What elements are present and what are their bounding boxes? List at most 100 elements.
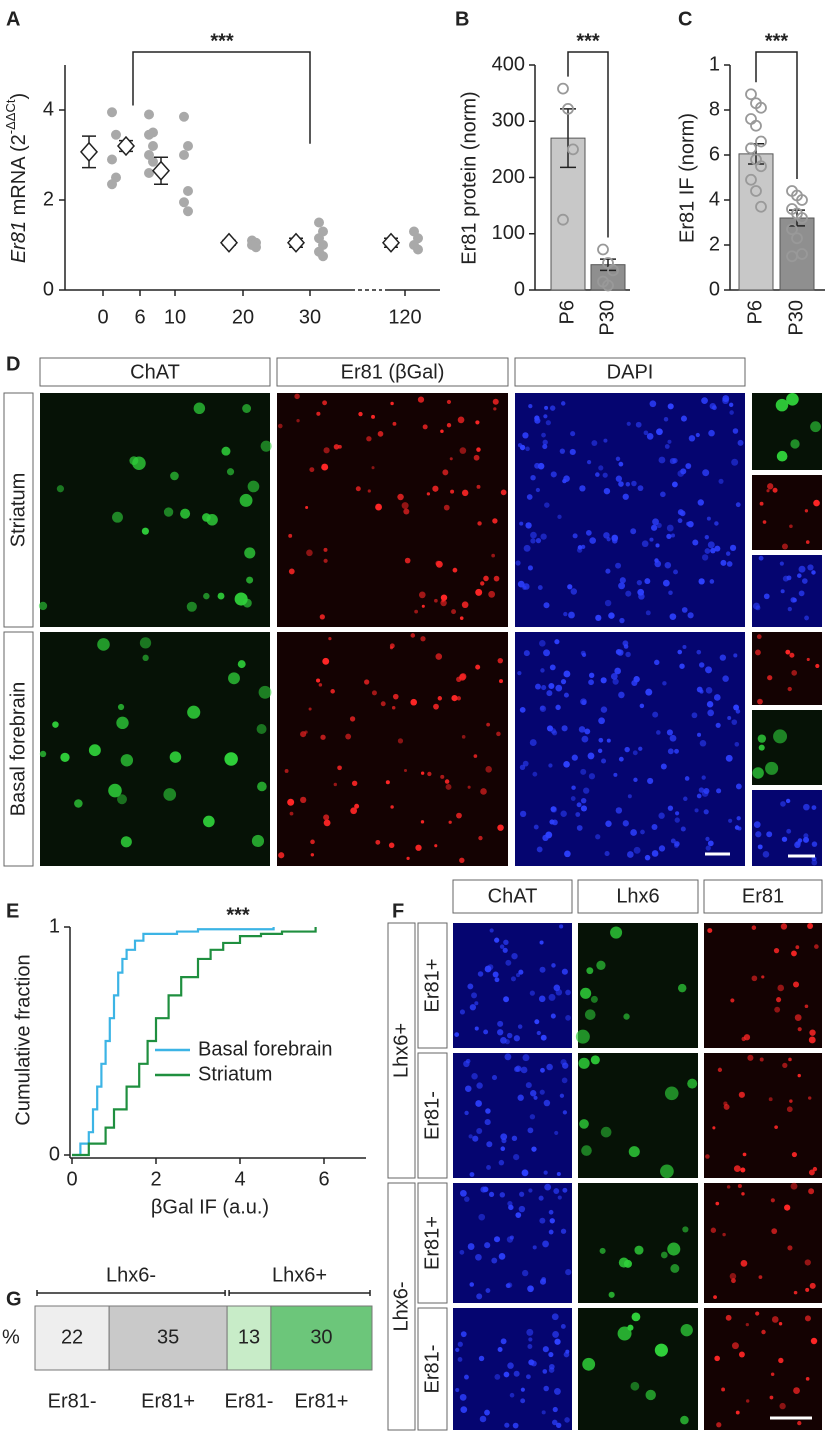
cell bbox=[674, 811, 680, 816]
cell bbox=[805, 1377, 810, 1381]
column-header: Er81 bbox=[742, 885, 784, 907]
cell bbox=[523, 650, 530, 657]
cell bbox=[528, 1188, 533, 1193]
cell bbox=[602, 472, 608, 478]
cell bbox=[540, 668, 545, 673]
cell bbox=[738, 1091, 745, 1098]
segment-label: Er81- bbox=[48, 1390, 97, 1412]
cell bbox=[496, 731, 501, 737]
cell bbox=[251, 834, 265, 848]
cell bbox=[580, 797, 587, 804]
cell bbox=[793, 981, 800, 988]
cell bbox=[170, 471, 179, 481]
significance: *** bbox=[226, 904, 250, 926]
cell bbox=[719, 654, 727, 661]
cell bbox=[477, 971, 484, 977]
cell bbox=[598, 737, 604, 743]
cell bbox=[713, 694, 721, 701]
cell bbox=[288, 568, 295, 575]
cell bbox=[257, 781, 267, 792]
cell bbox=[627, 1324, 634, 1331]
cell bbox=[791, 1151, 798, 1158]
cell bbox=[548, 1229, 554, 1235]
data-point bbox=[791, 232, 803, 245]
cell bbox=[366, 436, 372, 442]
cell bbox=[517, 671, 522, 676]
cell bbox=[510, 976, 516, 982]
cell bbox=[761, 1329, 766, 1335]
cell bbox=[627, 794, 632, 799]
cell bbox=[555, 989, 563, 996]
cell bbox=[500, 489, 507, 496]
cell bbox=[656, 522, 662, 529]
cell bbox=[669, 734, 677, 742]
cell bbox=[735, 502, 741, 508]
data-point bbox=[750, 119, 762, 132]
cell bbox=[489, 928, 494, 933]
cell bbox=[141, 527, 149, 535]
cell bbox=[129, 456, 139, 466]
data-point bbox=[179, 197, 189, 208]
cell bbox=[444, 779, 450, 784]
cell bbox=[358, 411, 363, 417]
cell bbox=[640, 829, 645, 835]
cell bbox=[580, 987, 592, 999]
cell bbox=[579, 485, 586, 492]
cell bbox=[790, 1182, 798, 1190]
cell bbox=[427, 771, 432, 777]
cell bbox=[451, 695, 458, 702]
cell bbox=[692, 539, 699, 546]
cell bbox=[543, 414, 548, 419]
cell bbox=[322, 400, 328, 406]
micrograph bbox=[704, 1053, 822, 1178]
cell bbox=[630, 528, 637, 535]
cell bbox=[493, 575, 500, 582]
label-box bbox=[452, 879, 573, 914]
bar bbox=[738, 153, 774, 291]
cell bbox=[682, 1226, 689, 1233]
cell bbox=[542, 1240, 549, 1248]
cell bbox=[805, 1287, 810, 1292]
cell bbox=[350, 807, 358, 815]
cell bbox=[519, 521, 524, 526]
cell bbox=[680, 415, 687, 422]
cell bbox=[541, 685, 547, 691]
cell bbox=[645, 610, 651, 616]
cell bbox=[720, 559, 727, 566]
cell bbox=[480, 1186, 487, 1193]
data-point bbox=[144, 109, 154, 120]
label-text: ) bbox=[8, 93, 30, 100]
cell bbox=[560, 1059, 567, 1066]
cell bbox=[726, 1185, 731, 1189]
data-point bbox=[786, 250, 798, 263]
cell bbox=[506, 1032, 513, 1039]
cell bbox=[460, 1331, 467, 1338]
cell bbox=[224, 752, 238, 766]
cell bbox=[680, 826, 686, 832]
cell bbox=[38, 601, 48, 611]
cell bbox=[187, 705, 201, 719]
cell bbox=[397, 493, 404, 501]
significance: *** bbox=[765, 30, 789, 52]
gene-name: Er81 bbox=[8, 221, 30, 263]
micrograph bbox=[704, 1183, 822, 1303]
cell bbox=[649, 537, 654, 542]
cell bbox=[538, 995, 546, 1003]
cell bbox=[557, 514, 562, 519]
cell bbox=[709, 579, 715, 584]
cell bbox=[542, 439, 548, 445]
cell bbox=[575, 1029, 590, 1044]
cell bbox=[169, 751, 182, 763]
cell bbox=[390, 805, 394, 809]
cell bbox=[570, 796, 576, 801]
x-tick-label: P6 bbox=[744, 300, 766, 324]
cell bbox=[491, 1257, 498, 1264]
data-point bbox=[786, 223, 798, 236]
cell bbox=[618, 481, 624, 487]
cell bbox=[446, 399, 452, 405]
cell bbox=[790, 439, 800, 449]
cell bbox=[193, 402, 206, 415]
x-tick-label: 120 bbox=[388, 306, 421, 328]
cell bbox=[520, 1398, 526, 1404]
cell bbox=[757, 734, 767, 743]
